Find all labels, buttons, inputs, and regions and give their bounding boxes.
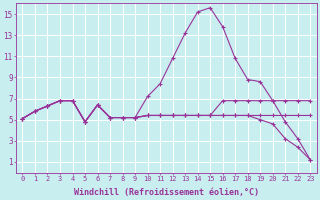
X-axis label: Windchill (Refroidissement éolien,°C): Windchill (Refroidissement éolien,°C) (74, 188, 259, 197)
